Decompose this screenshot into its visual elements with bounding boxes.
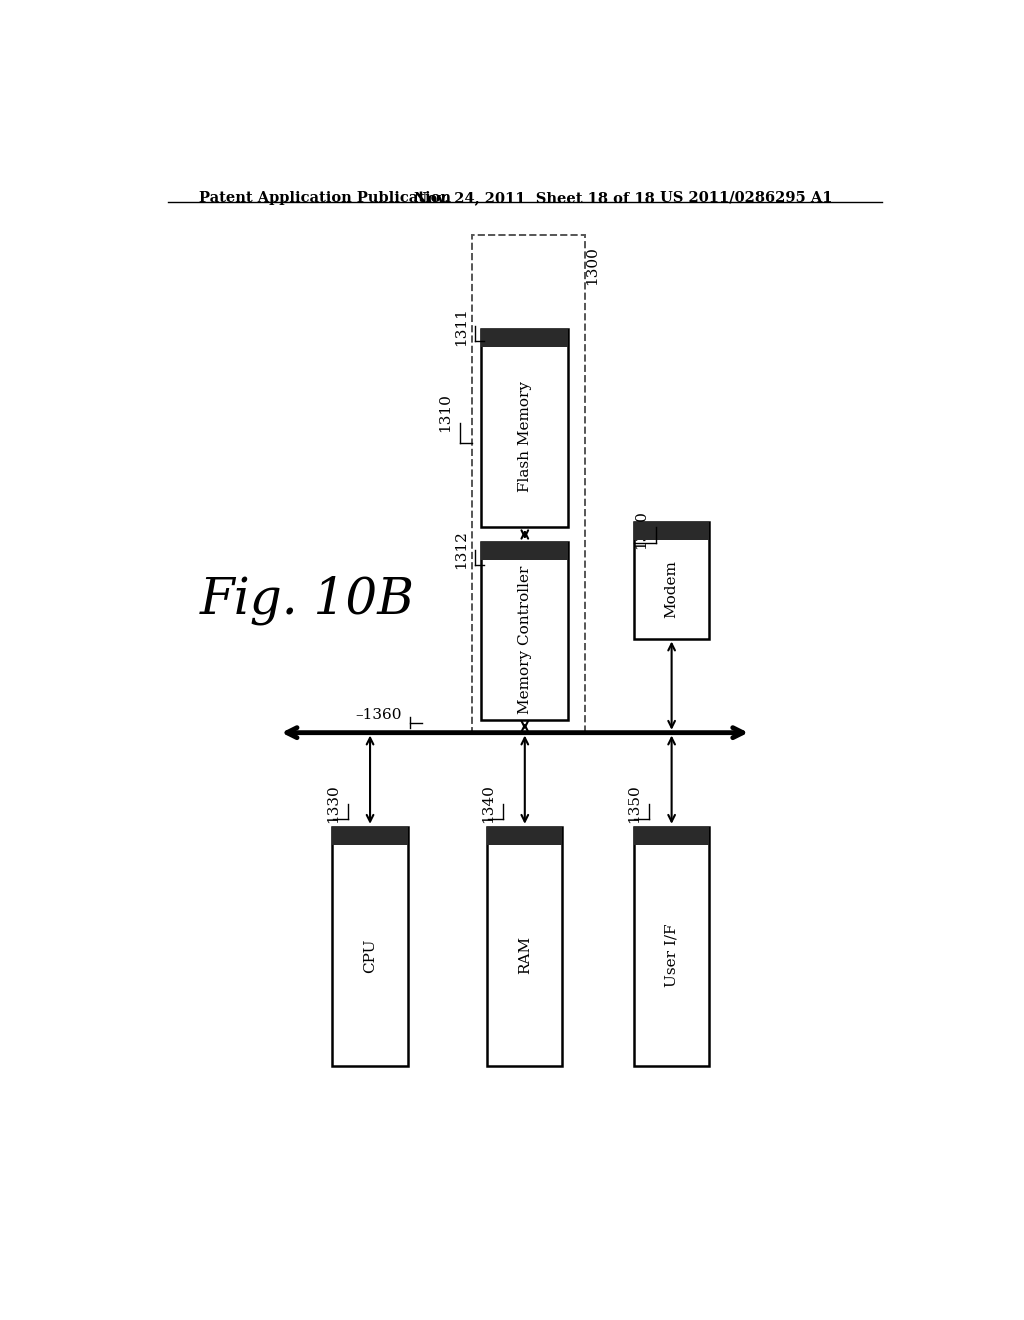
Bar (333, 826, 408, 1065)
Text: Patent Application Publication: Patent Application Publication (200, 191, 452, 205)
Text: 1310: 1310 (438, 393, 452, 432)
Bar (487, 826, 562, 845)
Text: Modem: Modem (665, 561, 679, 618)
Bar (481, 329, 568, 527)
Text: RAM: RAM (518, 936, 531, 974)
Bar (634, 826, 710, 1065)
Bar (634, 826, 710, 845)
Bar (481, 543, 568, 561)
Text: CPU: CPU (364, 939, 377, 973)
Bar (634, 521, 710, 540)
Text: 1312: 1312 (454, 531, 468, 569)
Text: User I/F: User I/F (665, 924, 679, 987)
Bar (333, 826, 408, 845)
Bar (472, 235, 585, 733)
Text: 1330: 1330 (326, 784, 340, 824)
Text: Nov. 24, 2011  Sheet 18 of 18: Nov. 24, 2011 Sheet 18 of 18 (414, 191, 654, 205)
Bar (481, 543, 568, 719)
Text: 1311: 1311 (454, 306, 468, 346)
Text: –1360: –1360 (355, 709, 401, 722)
Text: Fig. 10B: Fig. 10B (200, 576, 415, 626)
Bar (481, 329, 568, 347)
Text: US 2011/0286295 A1: US 2011/0286295 A1 (659, 191, 833, 205)
Text: 1350: 1350 (628, 784, 641, 824)
Text: Memory Controller: Memory Controller (518, 566, 531, 714)
Bar (634, 521, 710, 639)
Text: 1340: 1340 (480, 784, 495, 824)
Text: Flash Memory: Flash Memory (518, 381, 531, 492)
Bar (487, 826, 562, 1065)
Text: 1300: 1300 (586, 246, 599, 285)
Text: 1320: 1320 (635, 510, 648, 549)
